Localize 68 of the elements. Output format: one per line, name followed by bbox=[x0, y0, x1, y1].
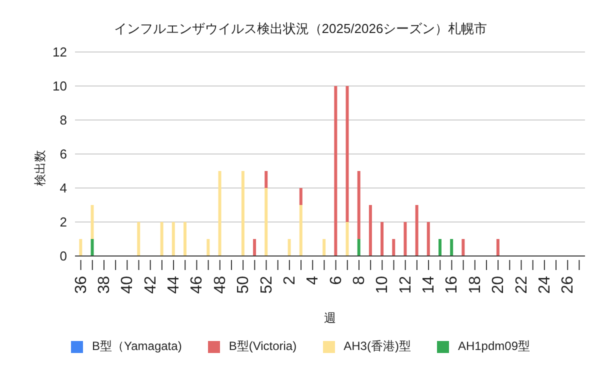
bar bbox=[288, 239, 291, 256]
bar bbox=[264, 171, 268, 188]
bar bbox=[357, 171, 360, 239]
x-tick-label: 50 bbox=[235, 276, 252, 294]
bar bbox=[160, 222, 164, 256]
x-tick-label: 16 bbox=[444, 276, 461, 294]
y-tick-label: 0 bbox=[60, 248, 67, 264]
x-axis-title: 週 bbox=[323, 310, 337, 327]
bar bbox=[357, 239, 360, 256]
bar bbox=[346, 86, 349, 222]
bar bbox=[368, 205, 372, 256]
bar bbox=[299, 205, 302, 256]
bar bbox=[450, 239, 454, 256]
x-tick-label: 8 bbox=[350, 276, 368, 285]
legend-label: AH3(香港)型 bbox=[344, 338, 411, 355]
x-tick-label: 36 bbox=[72, 276, 90, 294]
legend-label: B型(Victoria) bbox=[228, 338, 297, 355]
y-tick-label: 2 bbox=[60, 214, 67, 230]
bar bbox=[415, 205, 418, 256]
x-tick-label: 18 bbox=[466, 276, 484, 294]
bar bbox=[322, 239, 326, 256]
x-tick-label: 10 bbox=[374, 276, 392, 294]
bar bbox=[90, 205, 94, 239]
bar bbox=[346, 222, 349, 256]
y-tick-label: 10 bbox=[52, 78, 67, 94]
x-tick-label: 2 bbox=[281, 276, 298, 285]
bar bbox=[334, 86, 338, 256]
bar bbox=[404, 222, 407, 256]
chart-title: インフルエンザウイルス検出状況（2025/2026シーズン）札幌市 bbox=[112, 20, 488, 38]
x-tick-label: 42 bbox=[142, 276, 160, 294]
y-tick-label: 12 bbox=[52, 44, 67, 60]
x-tick-label: 20 bbox=[490, 276, 508, 294]
bar bbox=[264, 188, 268, 256]
bar bbox=[392, 239, 396, 256]
bar bbox=[206, 239, 210, 256]
y-tick-label: 4 bbox=[60, 180, 67, 196]
x-tick-label: 52 bbox=[258, 276, 276, 294]
bar bbox=[90, 239, 94, 256]
x-tick-label: 48 bbox=[212, 276, 229, 294]
y-tick-label: 8 bbox=[60, 112, 67, 128]
x-tick-label: 4 bbox=[304, 276, 322, 285]
x-tick-label: 22 bbox=[513, 276, 530, 294]
bar bbox=[183, 222, 186, 256]
bar bbox=[380, 222, 384, 256]
bar bbox=[79, 239, 82, 256]
y-tick-label: 6 bbox=[60, 146, 67, 162]
bar bbox=[137, 222, 140, 256]
bar bbox=[241, 171, 244, 256]
legend-label: AH1pdm09型 bbox=[458, 338, 530, 355]
legend-label: B型（Yamagata) bbox=[92, 338, 182, 355]
x-tick-label: 14 bbox=[420, 276, 438, 294]
x-tick-label: 6 bbox=[328, 276, 345, 285]
x-tick-label: 12 bbox=[397, 276, 414, 294]
x-tick-label: 26 bbox=[560, 276, 577, 294]
x-tick-label: 38 bbox=[96, 276, 113, 294]
x-tick-label: 24 bbox=[536, 276, 554, 294]
x-tick-label: 44 bbox=[166, 276, 183, 294]
y-axis-title: 検出数 bbox=[32, 149, 48, 188]
bar bbox=[496, 239, 500, 256]
bar bbox=[462, 239, 465, 256]
bar bbox=[253, 239, 256, 256]
x-tick-label: 40 bbox=[119, 276, 136, 294]
bar bbox=[426, 222, 430, 256]
bar bbox=[438, 239, 442, 256]
x-tick-label: 46 bbox=[188, 276, 206, 294]
bar bbox=[218, 171, 222, 256]
bar bbox=[172, 222, 175, 256]
bar bbox=[299, 188, 302, 205]
